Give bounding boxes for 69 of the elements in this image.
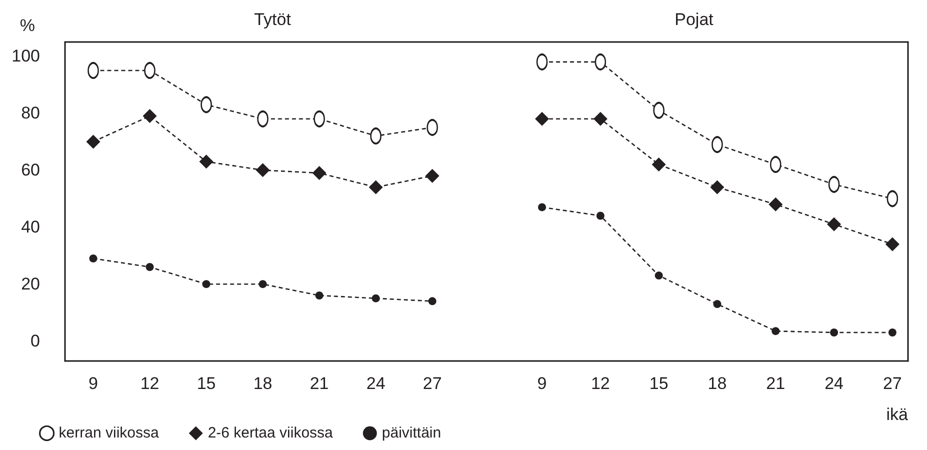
point bbox=[315, 291, 324, 300]
x-tick-label: 27 bbox=[422, 374, 442, 393]
point bbox=[428, 297, 436, 306]
x-tick-label: 15 bbox=[649, 374, 668, 393]
point bbox=[535, 112, 550, 126]
legend-label: päivittäin bbox=[382, 424, 442, 442]
y-tick-label: 20 bbox=[21, 274, 40, 294]
point bbox=[199, 154, 214, 169]
x-tick-label: 12 bbox=[590, 374, 610, 393]
point bbox=[770, 156, 782, 173]
y-axis-title: % bbox=[20, 16, 35, 35]
point bbox=[652, 157, 666, 172]
point bbox=[87, 62, 100, 79]
point bbox=[713, 300, 722, 308]
point bbox=[144, 62, 156, 79]
point bbox=[827, 217, 842, 232]
point bbox=[258, 280, 267, 288]
point bbox=[830, 328, 838, 337]
point bbox=[86, 134, 100, 149]
y-tick-label: 60 bbox=[21, 160, 40, 180]
point bbox=[146, 263, 154, 272]
x-tick-label: 9 bbox=[537, 374, 547, 393]
point bbox=[772, 327, 780, 336]
point bbox=[312, 166, 326, 180]
x-tick-label: 24 bbox=[366, 374, 386, 393]
point bbox=[142, 109, 157, 124]
point bbox=[828, 176, 840, 193]
point bbox=[372, 294, 380, 302]
y-tick-label: 80 bbox=[21, 104, 40, 123]
point bbox=[536, 54, 548, 70]
x-tick-label: 18 bbox=[708, 374, 727, 393]
y-tick-label: 0 bbox=[30, 332, 40, 351]
x-axis-title: ikä bbox=[886, 405, 909, 424]
point bbox=[710, 180, 724, 194]
point bbox=[888, 328, 896, 337]
point bbox=[426, 119, 438, 136]
point bbox=[314, 110, 326, 128]
point bbox=[596, 212, 604, 220]
x-tick-label: 21 bbox=[310, 374, 329, 393]
legend-label: 2-6 kertaa viikossa bbox=[208, 424, 334, 442]
point bbox=[653, 102, 665, 119]
y-tick-label: 40 bbox=[21, 218, 40, 237]
chart-title: Tytöt bbox=[254, 10, 292, 29]
point bbox=[768, 197, 783, 212]
point bbox=[89, 254, 98, 262]
point bbox=[886, 190, 898, 207]
point bbox=[593, 112, 608, 126]
x-tick-label: 12 bbox=[140, 374, 160, 393]
x-tick-label: 9 bbox=[88, 374, 98, 393]
point bbox=[538, 203, 546, 212]
y-tick-label: 100 bbox=[12, 46, 40, 66]
point bbox=[202, 280, 210, 288]
x-tick-label: 27 bbox=[882, 374, 902, 393]
x-tick-label: 15 bbox=[196, 374, 216, 393]
point bbox=[594, 54, 606, 70]
x-tick-label: 21 bbox=[766, 374, 786, 393]
point bbox=[654, 272, 663, 280]
point bbox=[370, 128, 382, 144]
point bbox=[885, 237, 900, 252]
legend-label: kerran viikossa bbox=[58, 424, 160, 442]
point bbox=[711, 136, 724, 153]
point bbox=[368, 180, 383, 194]
chart-title: Pojat bbox=[674, 10, 714, 29]
x-tick-label: 18 bbox=[253, 374, 272, 393]
point bbox=[425, 168, 440, 183]
point bbox=[256, 163, 270, 178]
point bbox=[200, 96, 212, 113]
point bbox=[257, 110, 269, 128]
x-tick-label: 24 bbox=[824, 374, 844, 393]
